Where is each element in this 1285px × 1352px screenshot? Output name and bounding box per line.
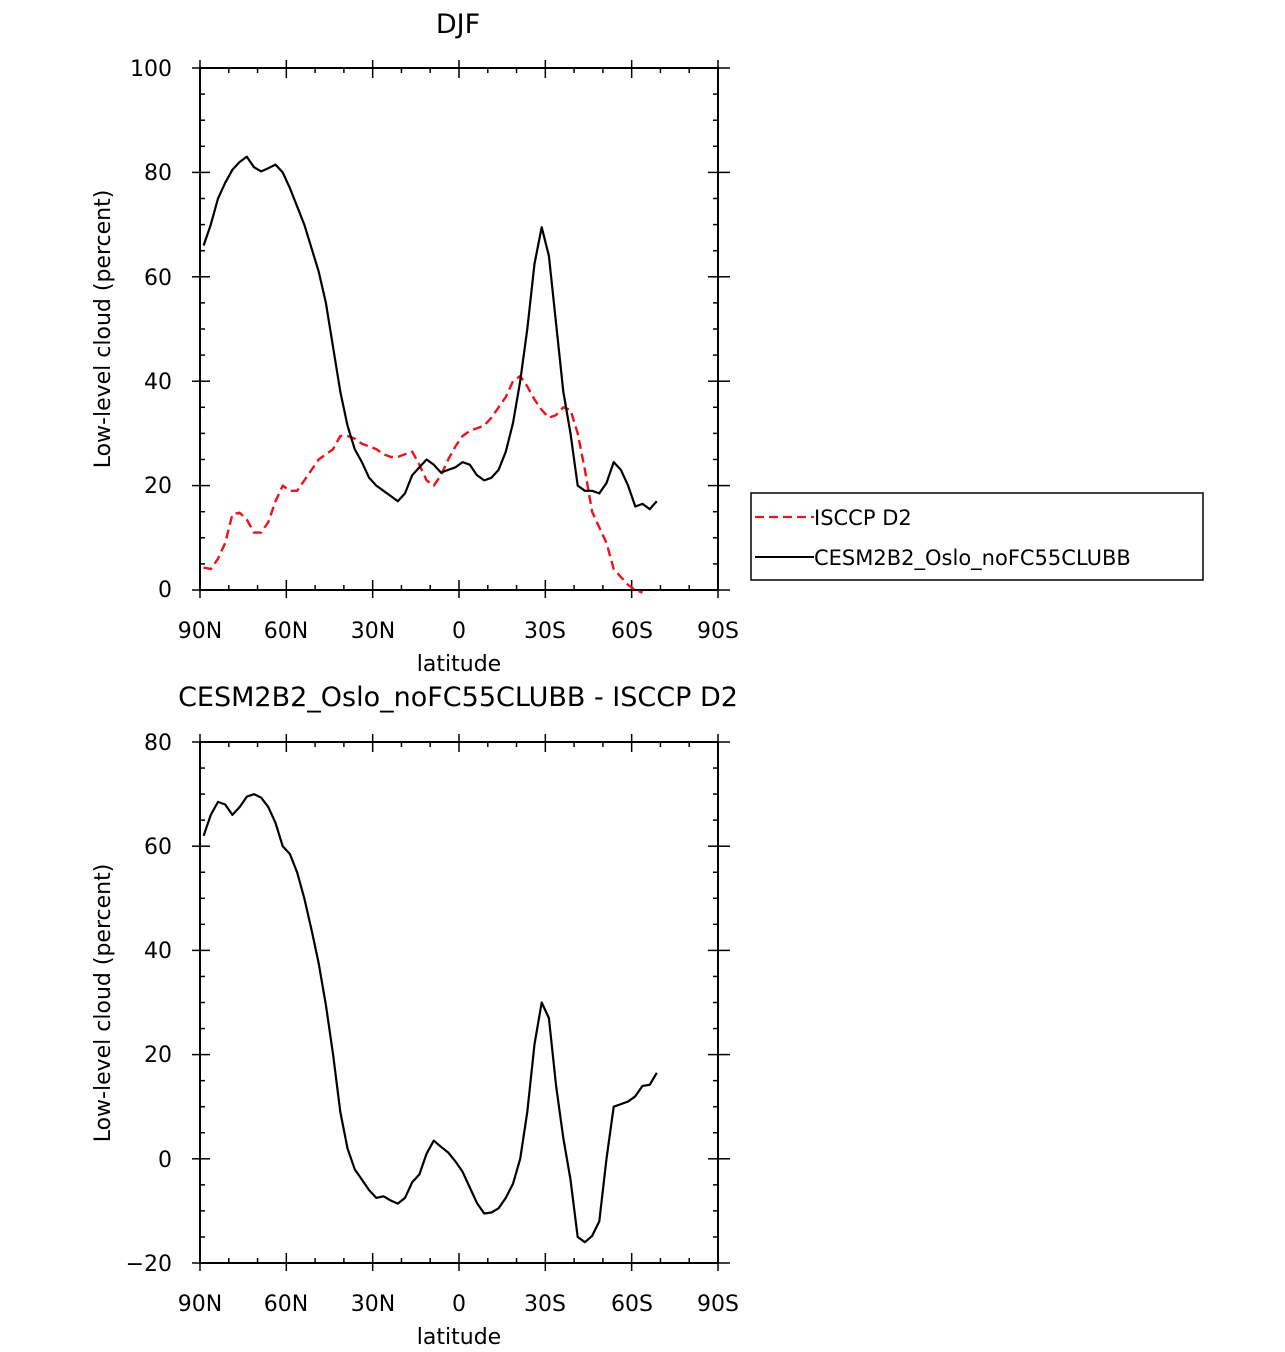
bottom-xtick-label: 30N	[351, 1292, 395, 1317]
top-plot-frame	[199, 67, 719, 591]
legend-label-cesm: CESM2B2_Oslo_noFC55CLUBB	[814, 546, 1131, 571]
bottom-plot-frame	[199, 741, 719, 1264]
top-x-axis-label: latitude	[417, 652, 501, 677]
legend-box	[750, 492, 1204, 581]
top-xtick-label: 30S	[524, 619, 566, 644]
top-ytick-label: 0	[158, 578, 172, 603]
top-panel: DJF 0 20 40 60 80 100 90N 60N 30N 0 30S …	[91, 9, 1204, 677]
top-series-line-isccp	[203, 374, 643, 594]
bottom-xtick-label: 60N	[264, 1292, 308, 1317]
top-xtick-label: 60S	[611, 619, 653, 644]
bottom-ytick-label: 80	[144, 731, 172, 756]
top-chart-title: DJF	[436, 9, 480, 40]
bottom-ytick-label: 60	[144, 835, 172, 860]
top-ytick-label: 40	[144, 370, 172, 395]
bottom-y-axis-label: Low-level cloud (percent)	[91, 864, 116, 1143]
top-ytick-label: 80	[144, 161, 172, 186]
bottom-series-lines	[202, 792, 658, 1244]
bottom-panel: CESM2B2_Oslo_noFC55CLUBB - ISCCP D2 −20 …	[91, 682, 739, 1350]
top-xtick-label: 90S	[697, 619, 739, 644]
bottom-ytick-label: 0	[158, 1148, 172, 1173]
bottom-series-line-difference	[202, 792, 658, 1244]
top-xtick-label: 90N	[178, 619, 222, 644]
bottom-x-axis-label: latitude	[417, 1325, 501, 1350]
top-xtick-label: 0	[452, 619, 466, 644]
top-series-line-cesm	[202, 155, 658, 511]
top-ytick-label: 60	[144, 266, 172, 291]
legend-label-isccp: ISCCP D2	[814, 506, 912, 530]
top-xtick-label: 60N	[264, 619, 308, 644]
top-ytick-label: 20	[144, 474, 172, 499]
top-tick-marks	[192, 60, 730, 598]
top-ytick-label: 100	[130, 57, 172, 82]
top-series-lines	[202, 155, 658, 594]
bottom-chart-title: CESM2B2_Oslo_noFC55CLUBB - ISCCP D2	[178, 682, 738, 713]
legend: ISCCP D2 CESM2B2_Oslo_noFC55CLUBB	[750, 492, 1204, 581]
bottom-xtick-label: 30S	[524, 1292, 566, 1317]
bottom-xtick-label: 90S	[697, 1292, 739, 1317]
bottom-tick-marks	[192, 734, 730, 1271]
top-xtick-label: 30N	[351, 619, 395, 644]
top-y-axis-label: Low-level cloud (percent)	[91, 190, 116, 469]
bottom-ytick-label: 20	[144, 1043, 172, 1068]
bottom-xtick-label: 0	[452, 1292, 466, 1317]
bottom-ytick-label: −20	[126, 1252, 172, 1277]
bottom-xtick-label: 90N	[178, 1292, 222, 1317]
bottom-xtick-label: 60S	[611, 1292, 653, 1317]
bottom-ytick-label: 40	[144, 939, 172, 964]
